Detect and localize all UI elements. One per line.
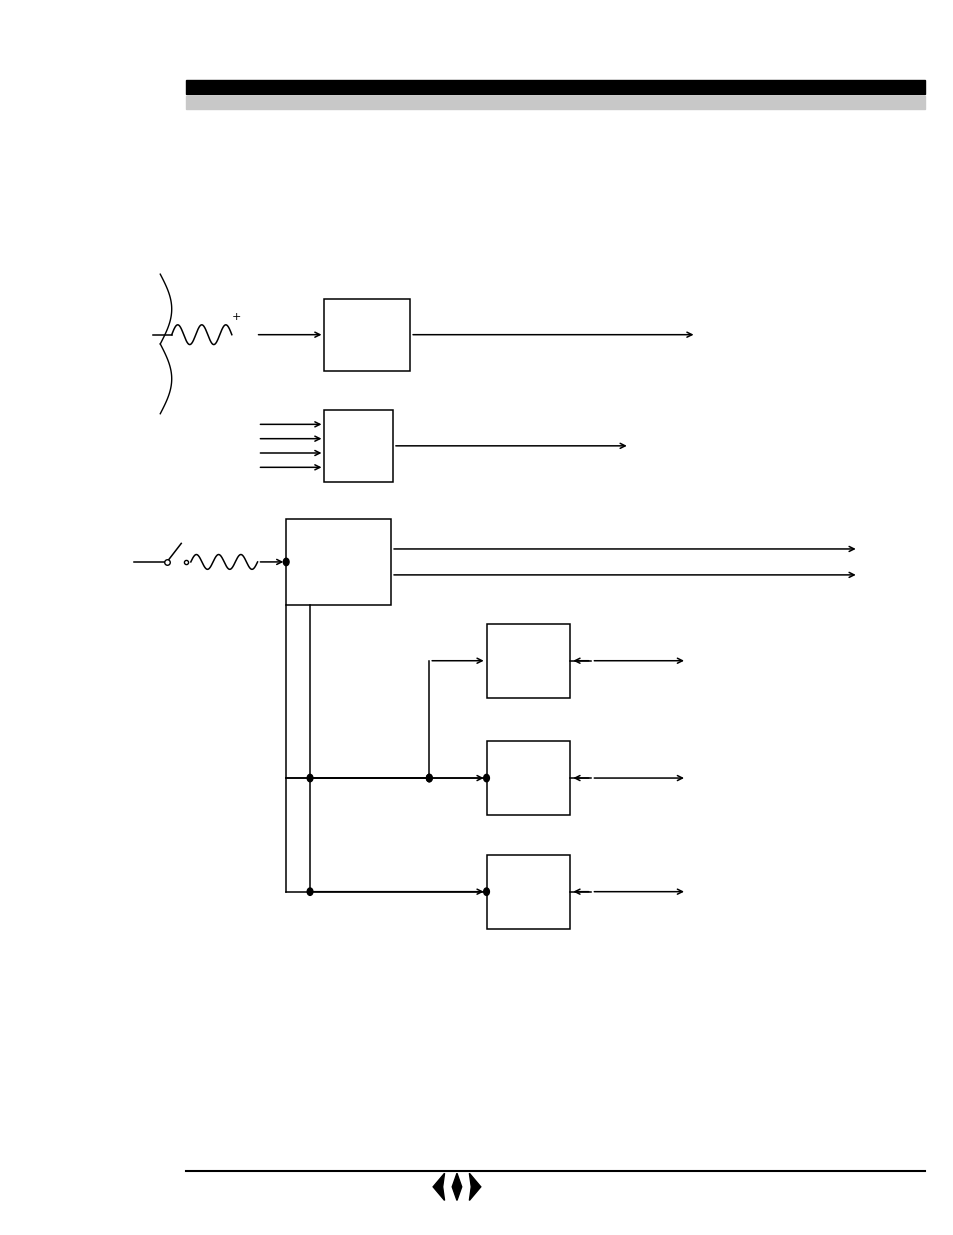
Circle shape	[307, 774, 313, 782]
Bar	[186, 96, 924, 109]
Circle shape	[483, 774, 489, 782]
Polygon shape	[469, 1173, 480, 1200]
Circle shape	[426, 774, 432, 782]
Bar	[324, 410, 393, 482]
Bar	[186, 80, 924, 94]
Circle shape	[426, 774, 432, 782]
Circle shape	[283, 558, 289, 566]
Bar	[324, 299, 410, 370]
Bar	[486, 855, 570, 929]
Polygon shape	[452, 1173, 461, 1200]
Bar	[486, 624, 570, 698]
Circle shape	[307, 888, 313, 895]
Bar	[486, 741, 570, 815]
Text: +: +	[232, 312, 241, 322]
Polygon shape	[433, 1173, 444, 1200]
Circle shape	[483, 888, 489, 895]
Bar	[286, 519, 391, 605]
